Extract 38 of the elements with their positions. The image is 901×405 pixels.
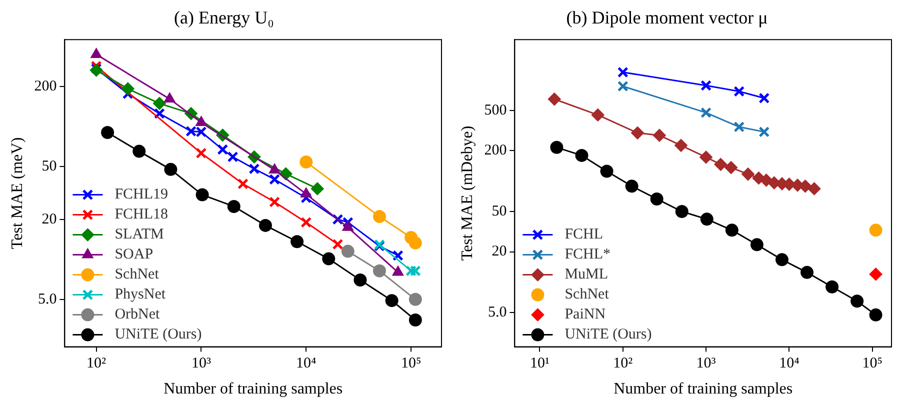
legend-label: UNiTE (Ours): [564, 326, 652, 343]
y-tick-label: 200: [484, 142, 507, 159]
chart-title: (b) Dipole moment vector μ⃗: [566, 8, 782, 28]
legend-label: FCHL*: [564, 246, 611, 263]
x-tick-label: 10³: [191, 356, 212, 372]
y-tick-label: 200: [34, 78, 57, 94]
x-tick-label: 10⁴: [296, 356, 316, 372]
x-tick-label: 10¹: [530, 356, 550, 372]
x-tick-label: 10⁵: [400, 356, 422, 372]
x-tick-label: 10⁵: [862, 356, 882, 372]
legend-label: UNiTE (Ours): [114, 326, 202, 343]
y-tick-label: 20: [492, 244, 507, 260]
y-tick-label: 5.0: [488, 304, 507, 321]
y-tick-label: 50: [42, 158, 57, 174]
x-tick-label: 10⁴: [779, 356, 800, 372]
x-axis-title: Number of training samples: [164, 380, 343, 398]
x-tick-label: 10³: [696, 356, 716, 372]
y-tick-label: 5.0: [38, 291, 57, 308]
legend-label: FCHL18: [114, 206, 168, 223]
y-axis-title: Test MAE (mDebye): [458, 126, 476, 261]
y-axis-title: Test MAE (meV): [8, 137, 26, 250]
x-tick-label: 10²: [86, 356, 107, 372]
legend-label: OrbNet: [114, 306, 161, 323]
y-tick-label: 500: [484, 102, 507, 118]
legend-label: SchNet: [114, 266, 160, 283]
legend-label: SchNet: [564, 286, 610, 303]
y-tick-label: 50: [492, 203, 507, 220]
x-axis-title: Number of training samples: [614, 380, 793, 398]
legend-label: SOAP: [114, 246, 154, 263]
legend-label: PhysNet: [114, 286, 166, 303]
legend-label: FCHL19: [114, 186, 168, 203]
legend-label: MuML: [564, 266, 608, 283]
legend-label: PaiNN: [564, 306, 606, 323]
chart-title: (a) Energy U₀: [174, 8, 274, 28]
y-tick-label: 20: [42, 211, 57, 228]
x-tick-label: 10²: [613, 356, 634, 372]
legend-label: SLATM: [114, 226, 164, 243]
legend-label: FCHL: [564, 226, 604, 243]
